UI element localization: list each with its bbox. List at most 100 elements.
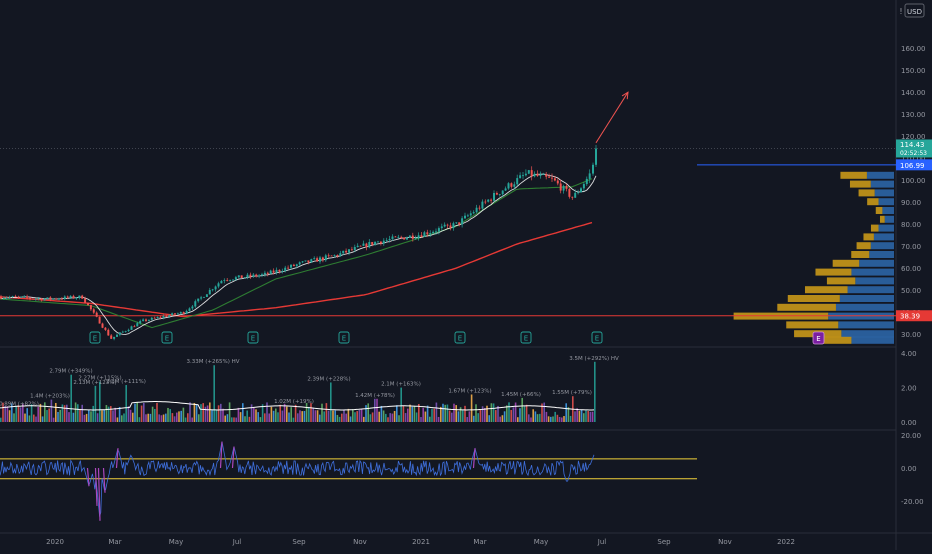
candle-body[interactable] xyxy=(174,313,176,315)
candle-body[interactable] xyxy=(89,305,92,310)
candle-body[interactable] xyxy=(98,316,101,324)
candle-body[interactable] xyxy=(72,295,75,299)
candle-body[interactable] xyxy=(333,255,336,256)
candle-body[interactable] xyxy=(435,231,437,233)
candle-body[interactable] xyxy=(58,298,60,300)
candle-body[interactable] xyxy=(548,176,551,178)
candle-body[interactable] xyxy=(200,297,203,299)
candle-body[interactable] xyxy=(443,224,446,227)
candle-body[interactable] xyxy=(385,240,388,241)
candle-body[interactable] xyxy=(214,286,217,290)
candle-body[interactable] xyxy=(26,296,29,298)
candle-body[interactable] xyxy=(461,218,464,225)
candle-body[interactable] xyxy=(127,329,130,332)
candle-body[interactable] xyxy=(81,295,84,299)
candle-body[interactable] xyxy=(417,235,420,239)
candle-body[interactable] xyxy=(220,280,223,284)
candle-body[interactable] xyxy=(533,173,536,177)
candle-body[interactable] xyxy=(52,298,55,300)
candle-body[interactable] xyxy=(182,312,185,314)
candle-body[interactable] xyxy=(487,199,490,202)
candle-body[interactable] xyxy=(568,188,571,197)
candle-body[interactable] xyxy=(321,257,324,261)
candle-body[interactable] xyxy=(458,222,461,225)
candle-body[interactable] xyxy=(391,236,394,239)
candle-body[interactable] xyxy=(356,245,359,248)
upcoming-earnings-marker[interactable]: E xyxy=(812,331,825,345)
candle-body[interactable] xyxy=(585,178,588,185)
candle-body[interactable] xyxy=(397,236,400,238)
candle-body[interactable] xyxy=(562,185,565,191)
candle-body[interactable] xyxy=(226,280,229,282)
candle-body[interactable] xyxy=(472,212,475,214)
candle-body[interactable] xyxy=(446,224,449,226)
candle-body[interactable] xyxy=(429,233,432,235)
candle-body[interactable] xyxy=(542,174,545,176)
candle-body[interactable] xyxy=(142,319,145,321)
candle-body[interactable] xyxy=(336,255,339,257)
candle-body[interactable] xyxy=(516,178,519,185)
candle-body[interactable] xyxy=(339,253,342,257)
candle-body[interactable] xyxy=(510,183,513,187)
candle-body[interactable] xyxy=(420,235,423,237)
candle-body[interactable] xyxy=(150,317,153,320)
candle-body[interactable] xyxy=(263,272,266,275)
candle-body[interactable] xyxy=(313,258,316,260)
candle-body[interactable] xyxy=(394,236,397,238)
candle-body[interactable] xyxy=(490,199,493,201)
candle-body[interactable] xyxy=(43,298,46,301)
candle-body[interactable] xyxy=(580,188,582,193)
candle-body[interactable] xyxy=(162,316,165,318)
candle-body[interactable] xyxy=(246,274,249,278)
candle-body[interactable] xyxy=(0,296,2,299)
candle-body[interactable] xyxy=(388,238,391,241)
candle-body[interactable] xyxy=(95,312,98,317)
candle-body[interactable] xyxy=(269,270,272,274)
candlesticks[interactable] xyxy=(0,145,597,341)
candle-body[interactable] xyxy=(261,274,263,276)
candle-body[interactable] xyxy=(203,296,205,298)
projection-arrow[interactable] xyxy=(595,91,629,144)
candle-body[interactable] xyxy=(8,297,11,298)
candle-body[interactable] xyxy=(377,241,379,243)
candle-body[interactable] xyxy=(324,255,327,261)
candle-body[interactable] xyxy=(484,201,487,203)
candle-body[interactable] xyxy=(414,238,417,239)
candle-body[interactable] xyxy=(295,264,298,266)
candle-body[interactable] xyxy=(481,201,484,209)
candle-body[interactable] xyxy=(63,296,66,299)
candle-body[interactable] xyxy=(211,289,214,291)
candle-body[interactable] xyxy=(69,295,72,298)
candle-body[interactable] xyxy=(191,306,194,309)
candle-body[interactable] xyxy=(592,164,594,174)
candle-body[interactable] xyxy=(301,261,304,263)
candle-body[interactable] xyxy=(165,316,168,317)
candle-body[interactable] xyxy=(595,148,597,165)
earnings-marker[interactable]: E xyxy=(591,331,603,344)
candle-body[interactable] xyxy=(565,185,568,189)
candle-body[interactable] xyxy=(519,175,522,179)
candle-body[interactable] xyxy=(507,183,510,189)
earnings-marker[interactable]: E xyxy=(454,331,466,344)
candle-body[interactable] xyxy=(577,192,580,194)
candle-body[interactable] xyxy=(145,319,147,321)
candle-body[interactable] xyxy=(287,267,290,269)
candle-body[interactable] xyxy=(116,334,118,337)
candle-body[interactable] xyxy=(406,237,408,240)
candle-body[interactable] xyxy=(359,245,362,247)
candle-body[interactable] xyxy=(258,275,261,277)
candle-body[interactable] xyxy=(582,184,585,189)
candle-body[interactable] xyxy=(197,298,200,302)
candle-body[interactable] xyxy=(469,213,472,216)
candle-body[interactable] xyxy=(124,331,127,332)
candle-body[interactable] xyxy=(513,184,516,187)
candle-body[interactable] xyxy=(304,260,307,262)
earnings-marker[interactable]: E xyxy=(247,331,259,344)
candle-body[interactable] xyxy=(371,242,374,245)
candle-body[interactable] xyxy=(327,255,330,257)
candle-body[interactable] xyxy=(545,174,548,177)
candle-body[interactable] xyxy=(464,215,466,219)
